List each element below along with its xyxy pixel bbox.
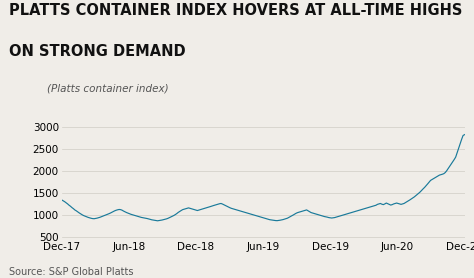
Text: ON STRONG DEMAND: ON STRONG DEMAND	[9, 44, 186, 59]
Text: PLATTS CONTAINER INDEX HOVERS AT ALL-TIME HIGHS: PLATTS CONTAINER INDEX HOVERS AT ALL-TIM…	[9, 3, 463, 18]
Text: Source: S&P Global Platts: Source: S&P Global Platts	[9, 267, 134, 277]
Text: (Platts container index): (Platts container index)	[47, 83, 169, 93]
